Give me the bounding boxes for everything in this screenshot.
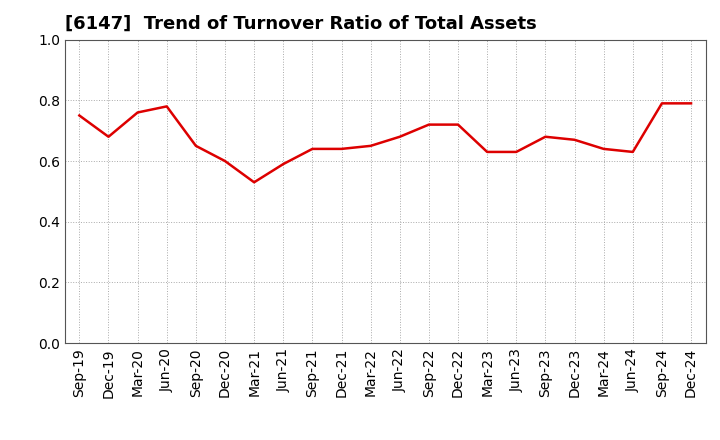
Text: [6147]  Trend of Turnover Ratio of Total Assets: [6147] Trend of Turnover Ratio of Total …: [65, 15, 536, 33]
